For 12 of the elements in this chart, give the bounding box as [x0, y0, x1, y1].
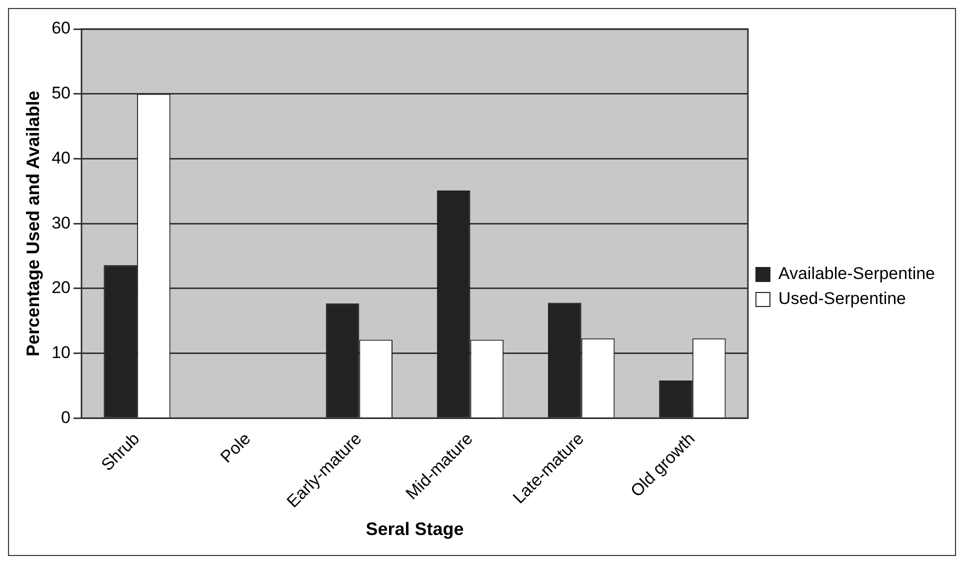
y-tick-label: 0 [61, 408, 71, 427]
legend-label: Available-Serpentine [778, 264, 936, 284]
y-tick-label: 50 [52, 84, 71, 103]
y-axis-title: Percentage Used and Available [22, 90, 43, 356]
y-tick-label: 30 [52, 213, 71, 232]
x-tick-label: Pole [216, 429, 254, 467]
y-tick-label: 20 [52, 278, 71, 298]
y-tick-label: 40 [52, 148, 71, 168]
legend-label: Used-Serpentine [778, 289, 906, 308]
y-tick-label: 60 [52, 18, 71, 38]
x-axis-title: Seral Stage [366, 519, 464, 540]
y-tick-label: 10 [52, 343, 71, 362]
